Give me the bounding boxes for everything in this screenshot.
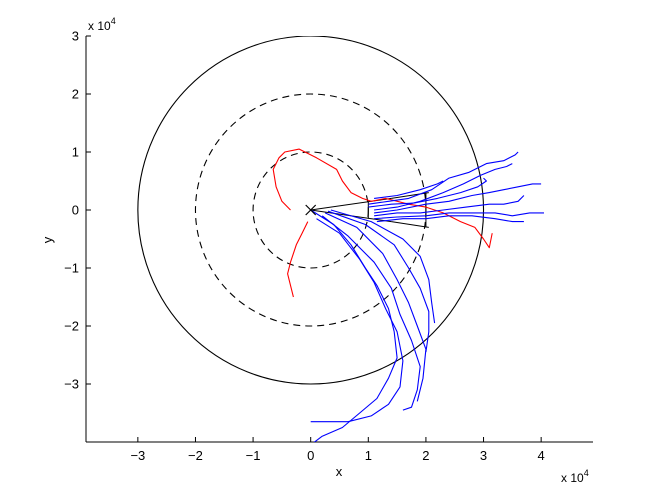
data-layer — [137, 36, 544, 442]
blue-trajectory — [374, 180, 444, 199]
y-exponent-power: 4 — [111, 16, 116, 26]
x-axis-label: x — [336, 464, 343, 479]
blue-trajectory — [374, 195, 525, 217]
y-tick-label: −2 — [64, 319, 79, 334]
blue-trajectory — [374, 183, 542, 214]
blue-trajectory — [376, 215, 524, 223]
x-tick-label: 2 — [422, 448, 429, 463]
x-tick-label: −2 — [188, 448, 203, 463]
y-tick-label: −1 — [64, 261, 79, 276]
origin-marker-stroke — [305, 204, 317, 216]
blue-trajectory — [310, 209, 398, 442]
x-tick-label: −3 — [130, 448, 145, 463]
red-trajectory — [272, 148, 493, 249]
ticks-layer: −3 −2 −1 0 1 2 3 4 −3 −2 −1 0 1 2 3 — [64, 29, 545, 464]
x-tick-label: 1 — [365, 448, 372, 463]
x-tick-label: 0 — [307, 448, 314, 463]
x-exponent-base: x 10 — [561, 471, 584, 485]
blue-trajectory — [330, 209, 436, 324]
y-tick-label: 2 — [72, 87, 79, 102]
y-exponent-base: x 10 — [88, 19, 111, 33]
blue-trajectory — [327, 210, 430, 353]
y-exponent-label: x 104 — [88, 16, 116, 33]
x-exponent-label: x 104 — [561, 468, 589, 485]
sector-line — [391, 221, 429, 228]
x-exponent-power: 4 — [584, 468, 589, 478]
origin-marker — [305, 204, 317, 216]
blue-trajectory — [374, 212, 544, 220]
x-tick-label: 4 — [538, 448, 545, 463]
blue-trajectory — [321, 215, 421, 411]
blue-trajectory — [324, 212, 427, 402]
blue-trajectory — [374, 163, 513, 211]
y-tick-label: 0 — [72, 203, 79, 218]
range-circle-solid — [137, 36, 485, 385]
red-trajectory — [287, 221, 309, 298]
x-tick-label: −1 — [246, 448, 261, 463]
blue-trajectory — [368, 151, 519, 205]
y-tick-label: 1 — [72, 145, 79, 160]
y-tick-label: 3 — [72, 29, 79, 44]
y-axis-label: y — [40, 236, 55, 243]
x-tick-label: 3 — [480, 448, 487, 463]
blue-trajectory — [310, 218, 404, 423]
axes-frame — [85, 36, 593, 443]
blue-trajectory — [368, 177, 487, 208]
y-tick-label: −3 — [64, 377, 79, 392]
